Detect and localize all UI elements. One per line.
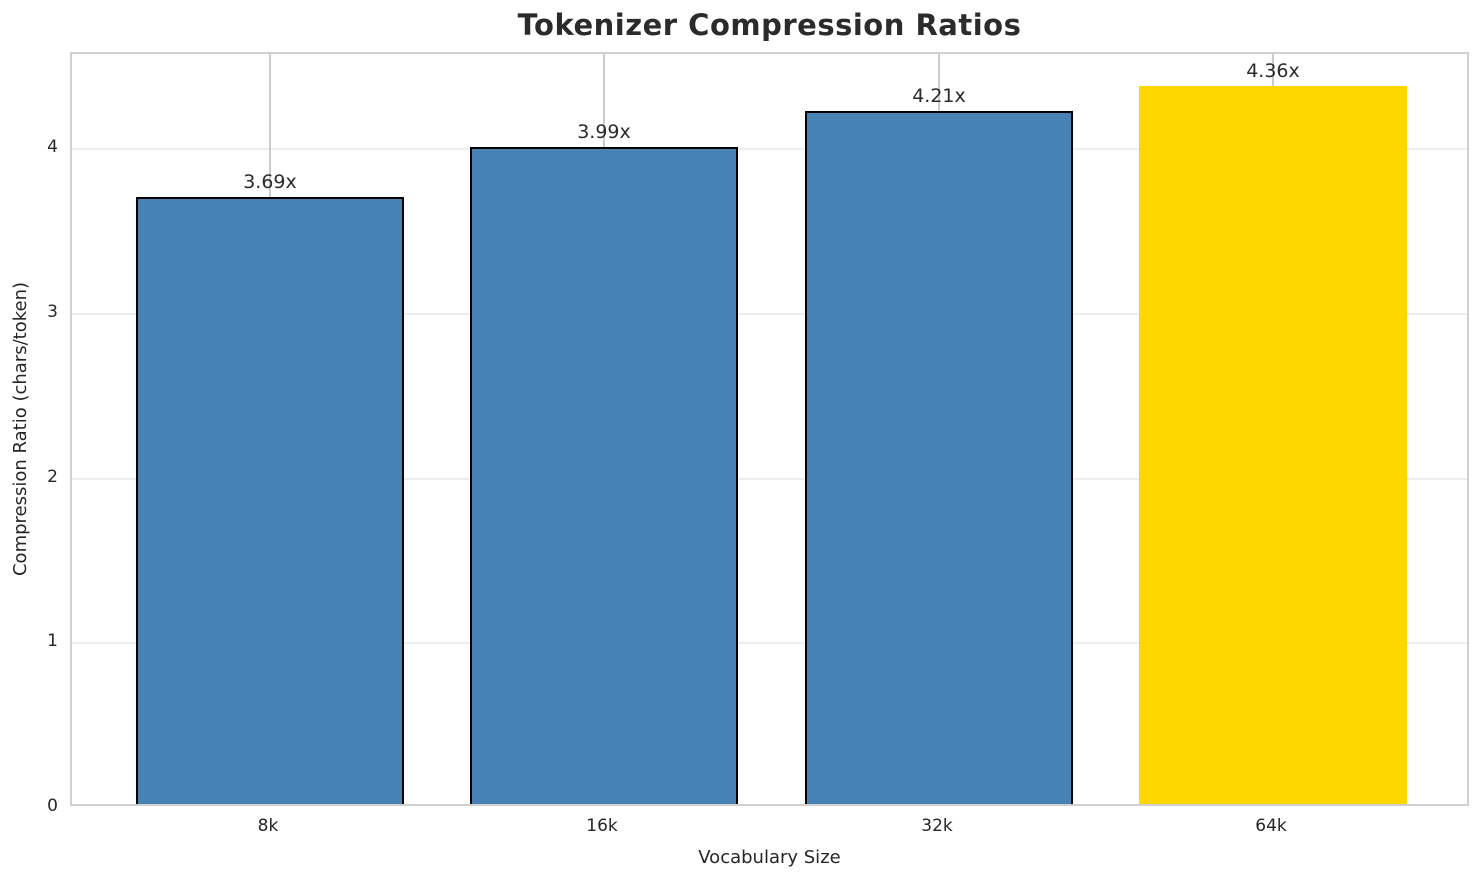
xtick-label: 64k — [1255, 816, 1287, 836]
h-gridline — [72, 148, 1467, 151]
ytick-label: 1 — [47, 631, 58, 652]
bar-value-label: 3.99x — [577, 121, 631, 143]
xtick-label: 16k — [586, 816, 618, 836]
h-gridline — [72, 477, 1467, 480]
plot-area: 3.69x 3.99x 4.21x 4.36x — [70, 52, 1469, 806]
bar-value-label: 4.36x — [1246, 60, 1300, 82]
h-gridline — [72, 642, 1467, 645]
chart-title: Tokenizer Compression Ratios — [517, 8, 1022, 42]
xtick-label: 32k — [921, 816, 953, 836]
bar-value-label: 4.21x — [912, 85, 966, 107]
ytick-label: 3 — [47, 302, 58, 323]
ytick-label: 4 — [47, 137, 58, 158]
x-axis-label: Vocabulary Size — [698, 847, 841, 868]
xtick-label: 8k — [257, 816, 279, 836]
y-axis-label-text: Compression Ratio (chars/token) — [10, 281, 31, 577]
bar-32k — [805, 111, 1073, 804]
bar-8k — [136, 197, 404, 804]
ytick-label: 2 — [47, 466, 58, 487]
bar-64k — [1139, 86, 1407, 804]
bar-value-label: 3.69x — [243, 171, 297, 193]
ytick-label: 0 — [47, 796, 58, 816]
bar-16k — [470, 147, 738, 804]
h-gridline — [72, 313, 1467, 316]
